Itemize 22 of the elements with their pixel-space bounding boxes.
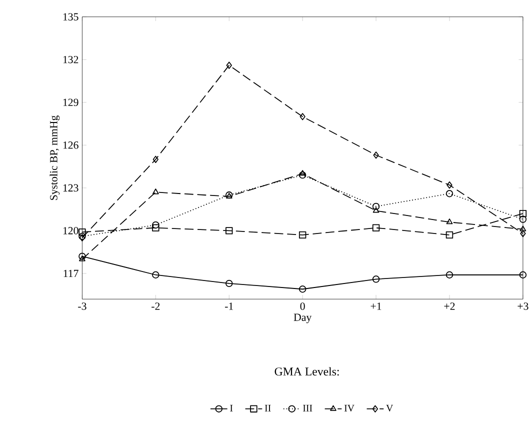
y-axis-title: Systolic BP, mmHg	[50, 116, 60, 200]
y-tick-label: 123	[63, 184, 78, 192]
y-tick-label: 129	[63, 98, 78, 106]
legend-label: II	[264, 404, 271, 412]
x-tick-label: -1	[225, 302, 233, 310]
y-tick-label: 132	[63, 56, 78, 64]
y-tick-label: 117	[64, 270, 78, 278]
x-tick-label: 0	[300, 302, 305, 310]
x-tick-label: -3	[78, 302, 86, 310]
x-axis-title: Day	[294, 314, 312, 324]
legend-label: V	[386, 404, 394, 412]
legend-label: IV	[344, 404, 354, 412]
x-tick-label: +1	[370, 302, 382, 310]
y-tick-label: 126	[63, 142, 78, 149]
legend-label: III	[303, 404, 312, 412]
x-tick-label: +3	[518, 302, 528, 310]
y-tick-label: 120	[63, 227, 78, 234]
x-tick-label: -2	[152, 302, 160, 310]
y-tick-label: 135	[63, 13, 78, 21]
legend-label: I	[230, 404, 233, 412]
legend-title: GMA Levels:	[274, 367, 339, 376]
x-tick-label: +2	[444, 302, 455, 310]
